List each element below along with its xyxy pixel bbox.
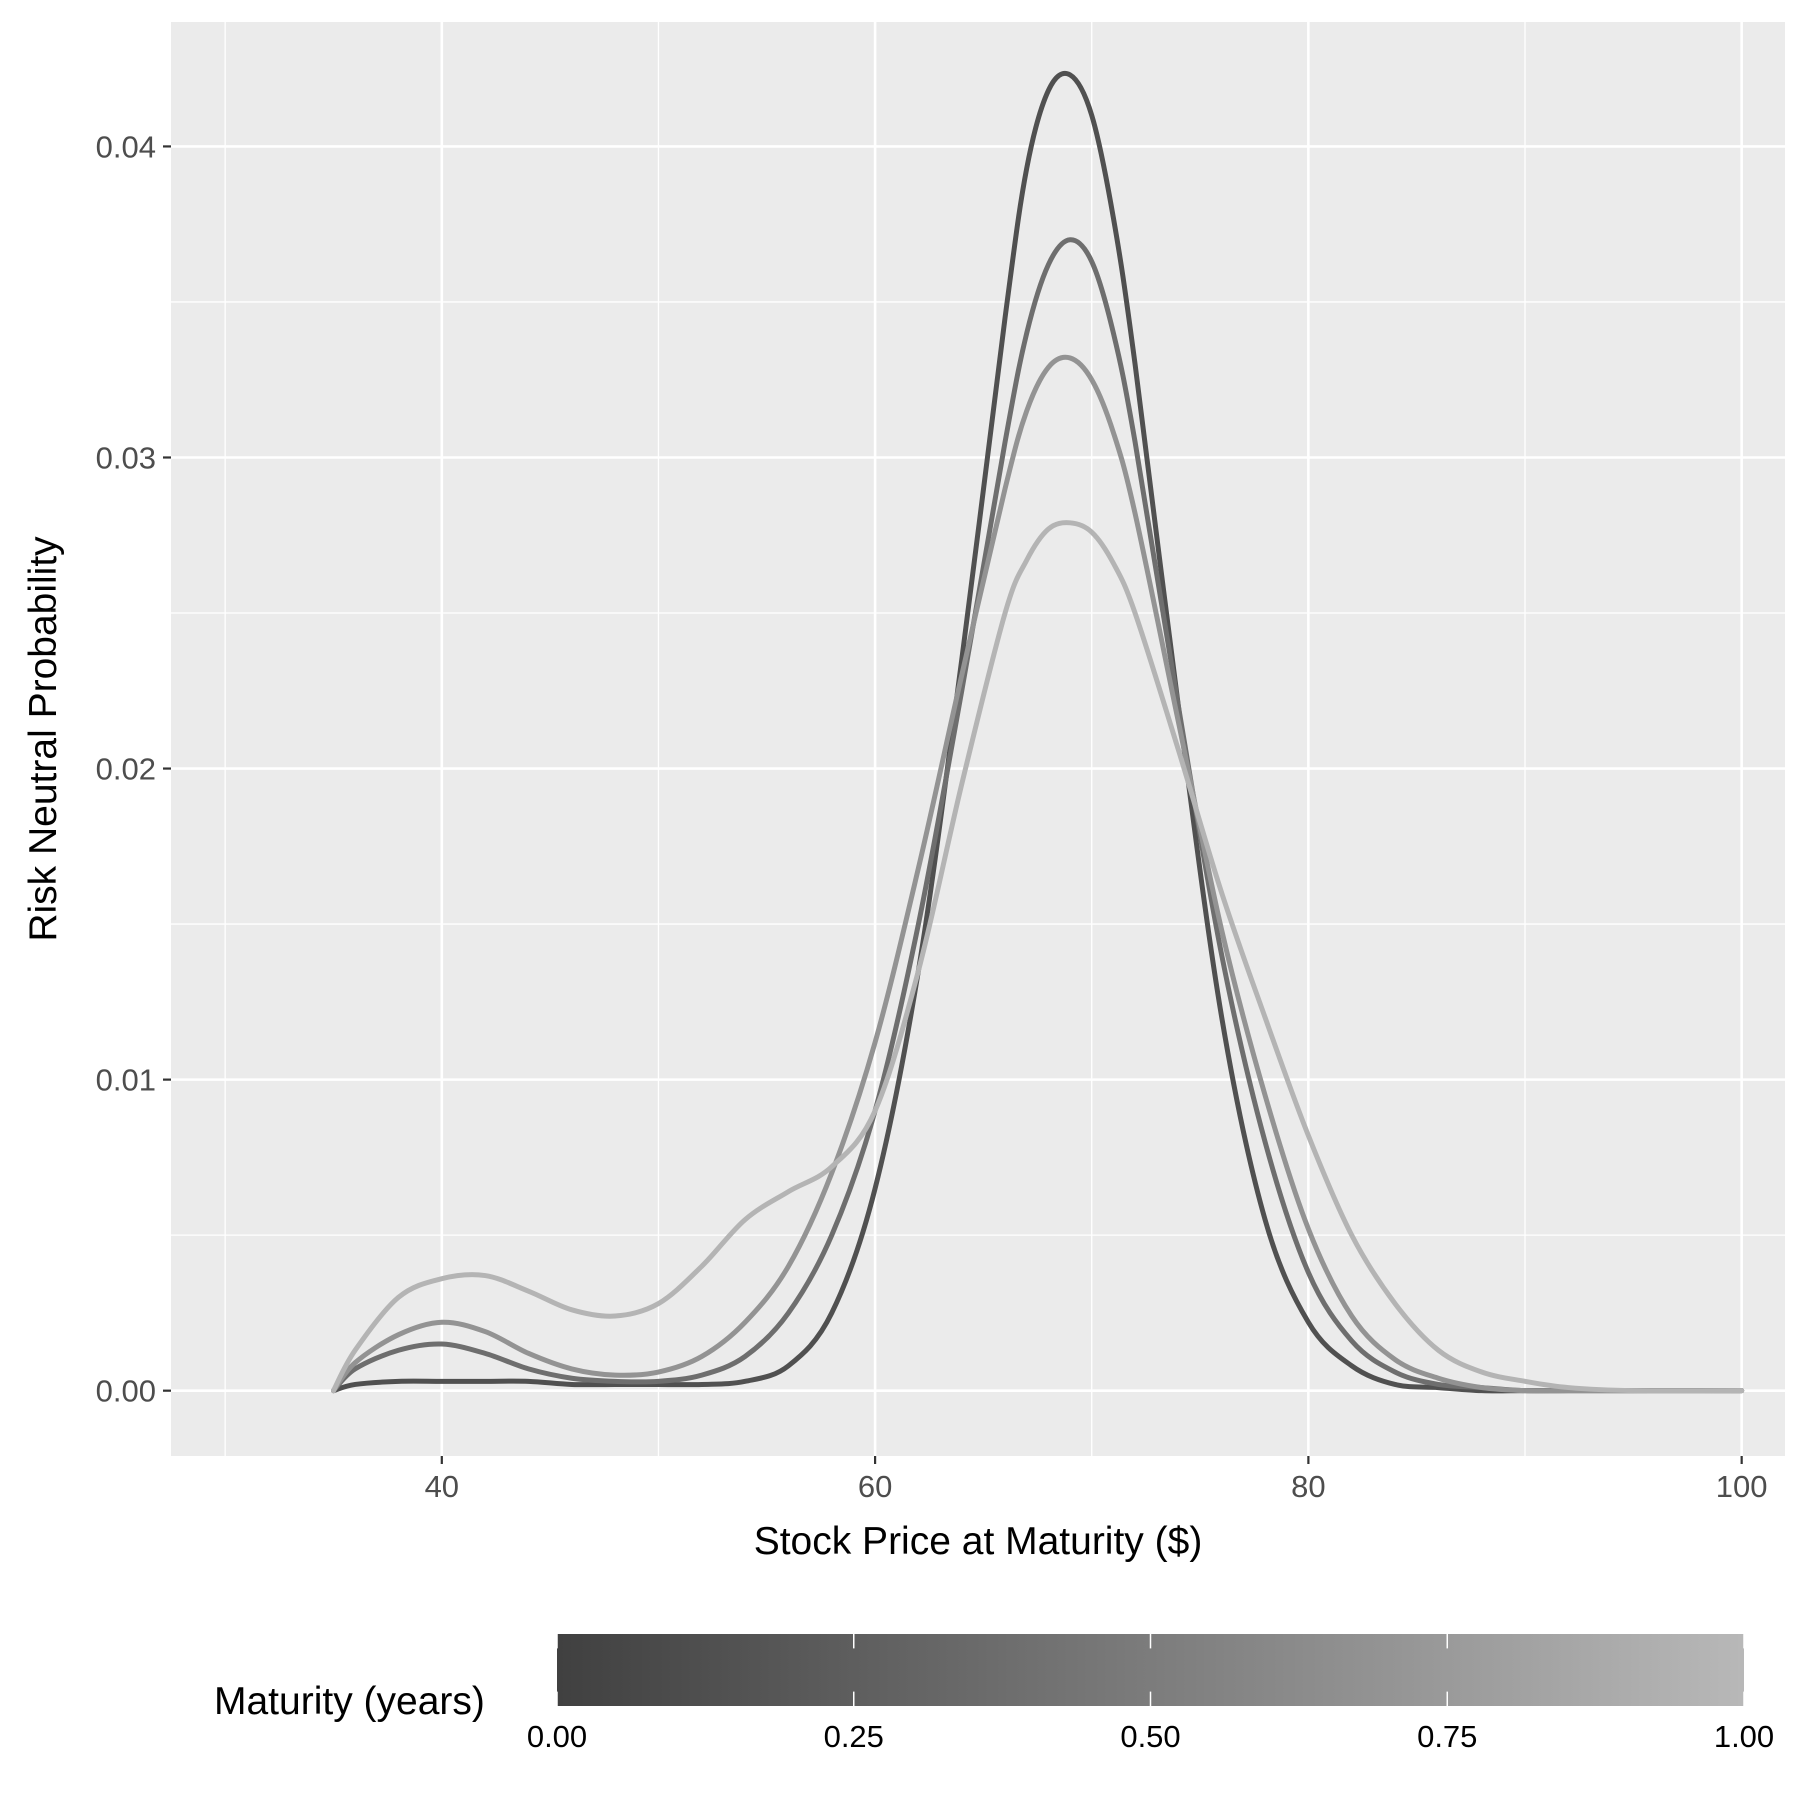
- series-line-3: [330, 520, 1745, 1394]
- y-axis-title: Risk Neutral Probability: [22, 536, 65, 942]
- y-tick-label: 0.00: [96, 1374, 156, 1409]
- y-tick-label: 0.04: [96, 129, 156, 164]
- major-gridlines: [171, 22, 1785, 1456]
- legend-tick-label: 0.25: [824, 1719, 884, 1754]
- y-tick-label: 0.03: [96, 440, 156, 475]
- legend-tick-label: 1.00: [1714, 1719, 1774, 1754]
- legend: Maturity (years) 0.00 0.25 0.50 0.75 1.00: [214, 1634, 1774, 1754]
- x-tick-label: 60: [858, 1469, 892, 1504]
- series-lines: [330, 70, 1745, 1394]
- y-axis: 0.00 0.01 0.02 0.03 0.04: [96, 129, 171, 1409]
- legend-tick-label: 0.50: [1120, 1719, 1180, 1754]
- legend-ticks: 0.00 0.25 0.50 0.75 1.00: [527, 1634, 1774, 1754]
- x-axis-title: Stock Price at Maturity ($): [754, 1520, 1203, 1563]
- series-line-0: [330, 70, 1745, 1394]
- x-tick-label: 100: [1716, 1469, 1768, 1504]
- legend-tick-label: 0.75: [1417, 1719, 1477, 1754]
- y-tick-label: 0.01: [96, 1063, 156, 1098]
- x-tick-label: 40: [425, 1469, 459, 1504]
- series-line-2: [330, 354, 1745, 1394]
- legend-title: Maturity (years): [214, 1680, 485, 1723]
- x-axis: 40 60 80 100: [425, 1456, 1768, 1504]
- legend-tick-label: 0.00: [527, 1719, 587, 1754]
- series-line-1: [330, 237, 1745, 1394]
- y-tick-label: 0.02: [96, 752, 156, 787]
- x-tick-label: 80: [1291, 1469, 1325, 1504]
- plot-panel: [171, 22, 1785, 1456]
